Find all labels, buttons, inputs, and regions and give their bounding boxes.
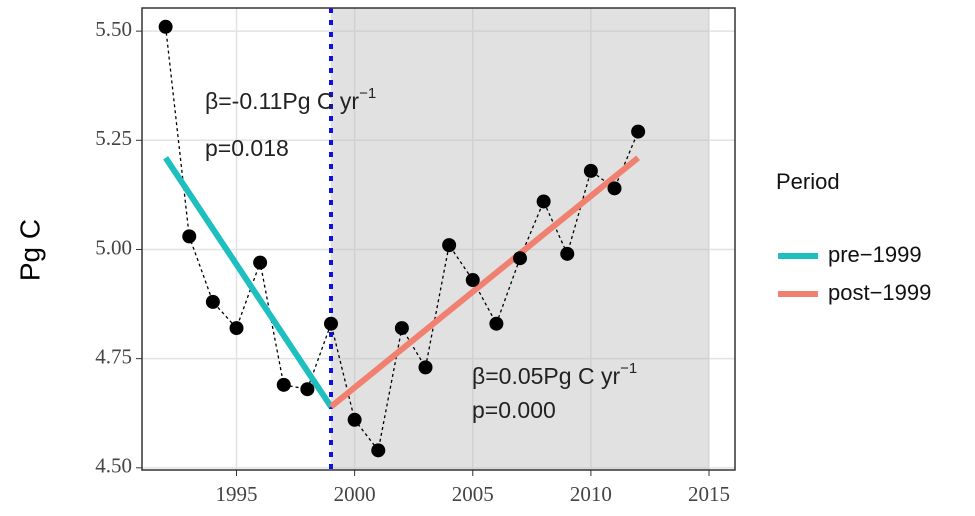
data-point: [182, 229, 197, 244]
legend-label: post−1999: [828, 280, 931, 305]
annotation-text: β=0.05Pg C yr: [472, 363, 620, 389]
data-point: [253, 255, 268, 270]
annotation-sup: −1: [359, 85, 376, 102]
y-tick-label: 5.50: [95, 17, 132, 41]
legend-title: Period: [776, 169, 840, 194]
x-tick-label: 2010: [570, 482, 612, 506]
panel-border: [141, 7, 736, 471]
annotation-text: β=-0.11Pg C yr: [205, 88, 359, 114]
data-point: [513, 251, 528, 266]
y-tick-label: 4.50: [95, 454, 132, 478]
data-point: [229, 321, 244, 336]
data-point: [536, 194, 551, 209]
data-point: [371, 443, 386, 458]
x-tick-label: 2000: [334, 482, 376, 506]
legend-label: pre−1999: [828, 242, 922, 267]
x-tick-label: 2015: [688, 482, 730, 506]
y-tick-label: 4.75: [95, 344, 132, 368]
annotation: β=0.05Pg C yr−1: [472, 360, 637, 389]
y-axis-label: Pg C: [14, 219, 45, 281]
y-tick-label: 5.25: [95, 126, 132, 150]
trend-line: [329, 155, 641, 410]
trend-line: [163, 156, 334, 409]
annotation-p: p=0.000: [472, 397, 556, 423]
data-point: [607, 181, 622, 196]
data-point: [394, 321, 409, 336]
annotation: β=-0.11Pg C yr−1: [205, 85, 376, 114]
annotation-p: p=0.018: [205, 135, 289, 161]
data-point: [158, 19, 173, 34]
data-point: [560, 246, 575, 261]
panel: [142, 8, 735, 470]
x-tick-label: 2005: [452, 482, 494, 506]
data-point: [205, 294, 220, 309]
data-point: [324, 316, 339, 331]
data-point: [347, 412, 362, 427]
shaded-period: [331, 8, 710, 470]
data-point: [442, 238, 457, 253]
data-point: [276, 377, 291, 392]
data-point: [465, 273, 480, 288]
data-point: [583, 163, 598, 178]
data-point: [418, 360, 433, 375]
annotation-sup: −1: [620, 360, 637, 377]
data-point: [631, 124, 646, 139]
data-point: [489, 316, 504, 331]
x-tick-label: 1995: [216, 482, 258, 506]
y-tick-label: 5.00: [95, 235, 132, 259]
data-point: [300, 382, 315, 397]
